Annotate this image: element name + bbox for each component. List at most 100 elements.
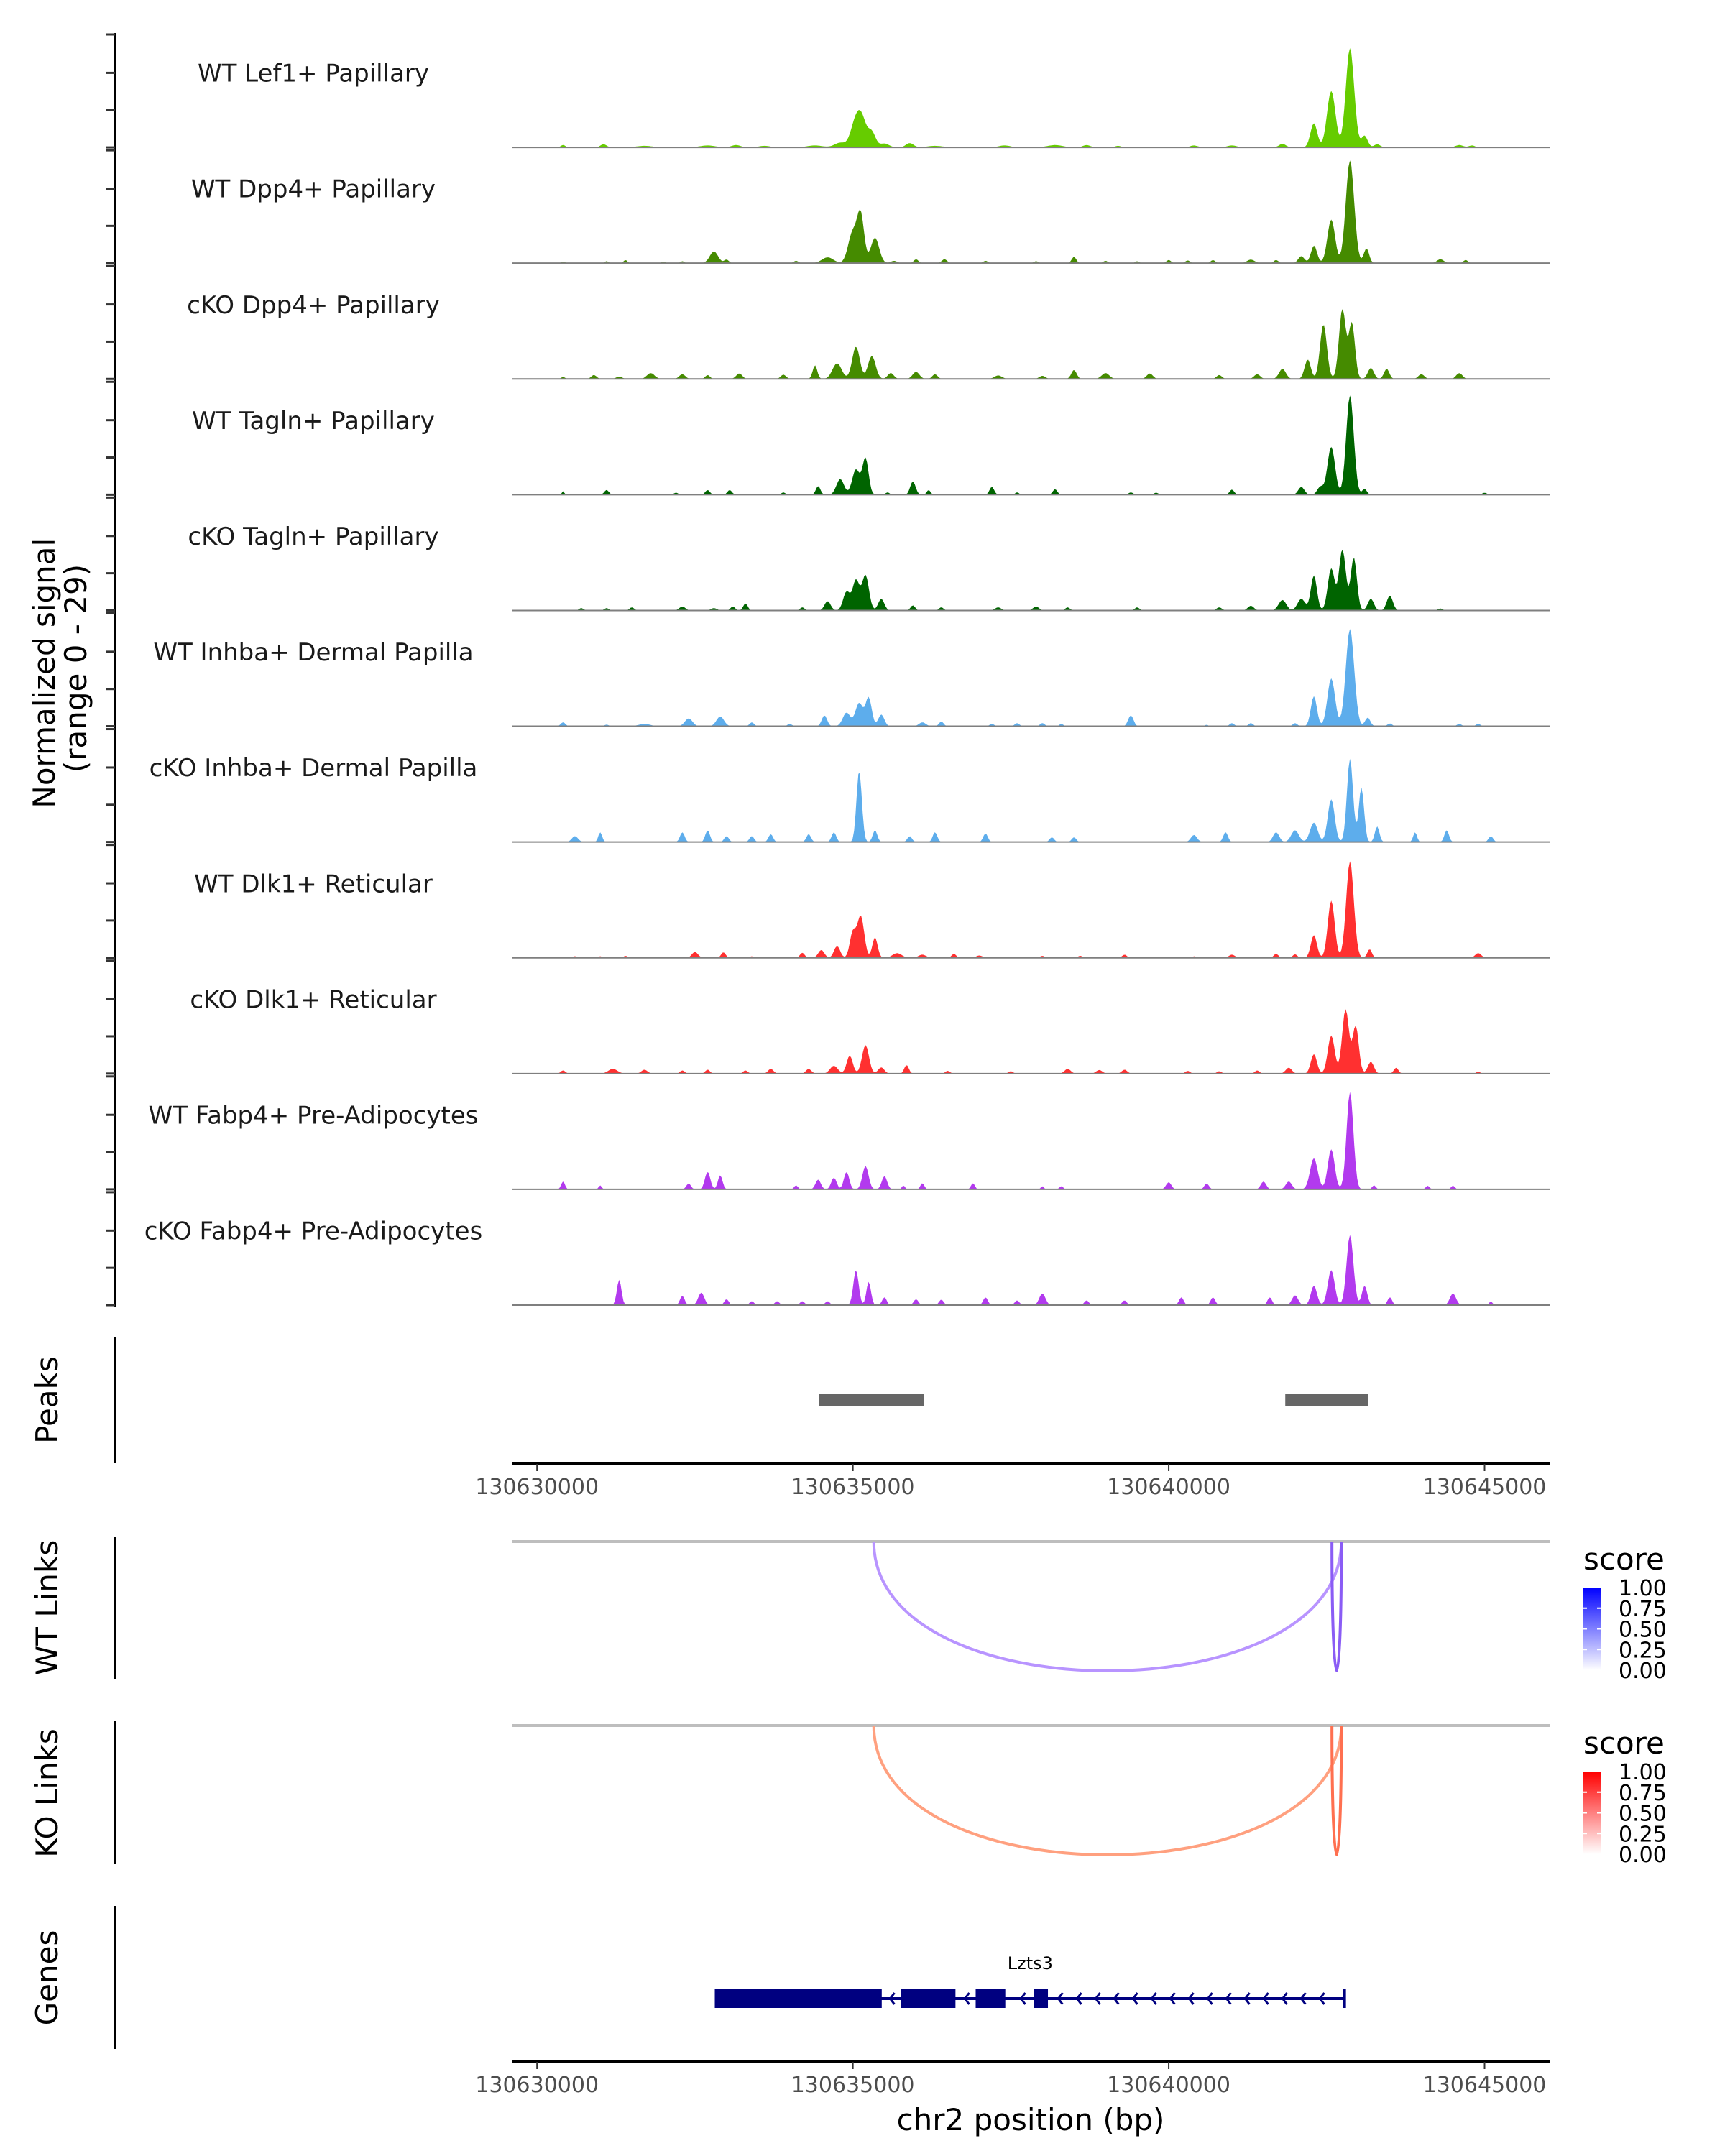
- strand-arrow-icon: [1243, 1992, 1251, 2005]
- strand-arrow-icon: [888, 1992, 896, 2005]
- peaks-track-label: Peaks: [29, 1356, 65, 1444]
- legend-tick-label: 1.00: [1619, 1760, 1667, 1785]
- track-label: WT Dpp4+ Papillary: [191, 175, 436, 204]
- track-label: WT Inhba+ Dermal Papilla: [153, 638, 473, 667]
- strand-arrow-icon: [1075, 1992, 1082, 2005]
- strand-arrow-icon: [963, 1992, 970, 2005]
- wt-links-track-label: WT Links: [29, 1540, 65, 1675]
- signal-track: WT Inhba+ Dermal Papilla: [153, 629, 1550, 727]
- x-tick-label: 130630000: [475, 2073, 599, 2098]
- signal-y-ticks: [106, 33, 115, 1307]
- signal-track: cKO Inhba+ Dermal Papilla: [150, 754, 1550, 843]
- link-arc: [1330, 1541, 1343, 1672]
- x-tick-label: 130635000: [791, 1475, 915, 1500]
- link-arc: [1330, 1725, 1343, 1856]
- coverage-area: [512, 629, 1550, 727]
- y-axis-title: Normalized signal (range 0 - 29): [27, 528, 93, 808]
- signal-track: WT Lef1+ Papillary: [198, 48, 1550, 149]
- legend-tick-label: 0.00: [1619, 1659, 1667, 1684]
- legend-tick-label: 0.75: [1619, 1781, 1667, 1806]
- ko-legend-title: score: [1583, 1726, 1665, 1761]
- signal-track: cKO Tagln+ Papillary: [188, 522, 1550, 612]
- track-label: WT Dlk1+ Reticular: [194, 870, 433, 898]
- track-label: cKO Fabp4+ Pre-Adipocytes: [144, 1217, 483, 1246]
- signal-track: cKO Fabp4+ Pre-Adipocytes: [144, 1217, 1550, 1306]
- strand-arrow-icon: [1300, 1992, 1307, 2005]
- x-axis-bottom: 130630000 130635000 130640000 130645000: [475, 2060, 1550, 2098]
- strand-arrow-icon: [1187, 1992, 1195, 2005]
- coverage-area: [512, 758, 1550, 842]
- link-arc: [872, 1725, 1343, 1856]
- coverage-area: [512, 308, 1550, 379]
- x-tick-label: 130640000: [1107, 1475, 1230, 1500]
- track-label: cKO Tagln+ Papillary: [188, 522, 438, 551]
- strand-arrow-icon: [1113, 1992, 1120, 2005]
- links-track: [512, 1724, 1550, 1856]
- track-label: cKO Dpp4+ Papillary: [187, 291, 440, 320]
- coverage-area: [512, 861, 1550, 958]
- coverage-area: [512, 395, 1550, 495]
- ko-score-legend: score 1.000.750.500.250.00: [1583, 1726, 1667, 1868]
- legend-tick-label: 0.00: [1619, 1843, 1667, 1868]
- links-track: [512, 1540, 1550, 1672]
- track-label: WT Fabp4+ Pre-Adipocytes: [149, 1101, 479, 1130]
- gene-exon: [714, 1989, 882, 2008]
- x-tick-label: 130645000: [1423, 1475, 1547, 1500]
- ko-legend-ticks: 1.000.750.500.250.00: [1583, 1760, 1667, 1868]
- genes-track: Lzts3: [714, 1953, 1346, 2008]
- strand-arrow-icon: [1019, 1992, 1026, 2005]
- signal-track: cKO Dpp4+ Papillary: [187, 291, 1550, 380]
- wt-legend-ticks: 1.000.750.500.250.00: [1583, 1576, 1667, 1684]
- signal-track: WT Dlk1+ Reticular: [194, 861, 1550, 959]
- gene-exon: [1034, 1989, 1049, 2008]
- strand-arrow-icon: [1262, 1992, 1269, 2005]
- legend-tick-label: 0.25: [1619, 1638, 1667, 1663]
- strand-arrow-icon: [1206, 1992, 1213, 2005]
- legend-tick-label: 0.25: [1619, 1822, 1667, 1847]
- strand-arrow-icon: [1057, 1992, 1064, 2005]
- legend-tick-label: 0.75: [1619, 1597, 1667, 1622]
- wt-legend-title: score: [1583, 1542, 1665, 1577]
- link-arc: [872, 1541, 1343, 1672]
- track-label: WT Tagln+ Papillary: [192, 407, 435, 436]
- signal-track: WT Dpp4+ Papillary: [191, 160, 1550, 264]
- strand-arrow-icon: [1131, 1992, 1138, 2005]
- signal-tracks: WT Lef1+ Papillary WT Dpp4+ Papillary cKO …: [144, 48, 1550, 1306]
- gene-exon: [975, 1989, 1006, 2008]
- signal-track: cKO Dlk1+ Reticular: [190, 985, 1550, 1074]
- gene-exon: [901, 1989, 956, 2008]
- x-tick-label: 130645000: [1423, 2073, 1547, 2098]
- x-tick-label: 130640000: [1107, 2073, 1230, 2098]
- legend-tick-label: 0.50: [1619, 1618, 1667, 1643]
- genes-track-label: Genes: [29, 1930, 65, 2026]
- coverage-area: [512, 549, 1550, 611]
- wt-score-legend: score 1.000.750.500.250.00: [1583, 1542, 1667, 1684]
- strand-arrow-icon: [1150, 1992, 1157, 2005]
- ko-links-track-label: KO Links: [29, 1728, 65, 1858]
- peaks-track: [819, 1394, 1368, 1406]
- links-tracks: [512, 1540, 1550, 1856]
- coverage-area: [512, 1235, 1550, 1305]
- strand-arrow-icon: [1094, 1992, 1101, 2005]
- strand-arrow-icon: [1169, 1992, 1176, 2005]
- gene-name-label: Lzts3: [1008, 1953, 1053, 1973]
- strand-arrow-icon: [1318, 1992, 1325, 2005]
- legend-tick-label: 1.00: [1619, 1576, 1667, 1601]
- x-tick-label: 130630000: [475, 1475, 599, 1500]
- strand-arrow-icon: [1281, 1992, 1288, 2005]
- x-axis-middle: 130630000 130635000 130640000 130645000: [475, 1462, 1550, 1500]
- signal-track: WT Fabp4+ Pre-Adipocytes: [149, 1092, 1550, 1190]
- y-axis-title-line-2: (range 0 - 29): [58, 564, 93, 773]
- strand-arrow-icon: [1225, 1992, 1232, 2005]
- legend-tick-label: 0.50: [1619, 1802, 1667, 1827]
- coverage-area: [512, 48, 1550, 148]
- coverage-area: [512, 1009, 1550, 1074]
- peak-region: [819, 1394, 924, 1406]
- signal-track: WT Tagln+ Papillary: [192, 395, 1550, 496]
- gene-exon: [1343, 1989, 1346, 2008]
- coverage-area: [512, 160, 1550, 264]
- x-tick-label: 130635000: [791, 2073, 915, 2098]
- track-label: cKO Inhba+ Dermal Papilla: [150, 754, 478, 783]
- track-label: WT Lef1+ Papillary: [198, 60, 429, 88]
- coverage-area: [512, 1092, 1550, 1189]
